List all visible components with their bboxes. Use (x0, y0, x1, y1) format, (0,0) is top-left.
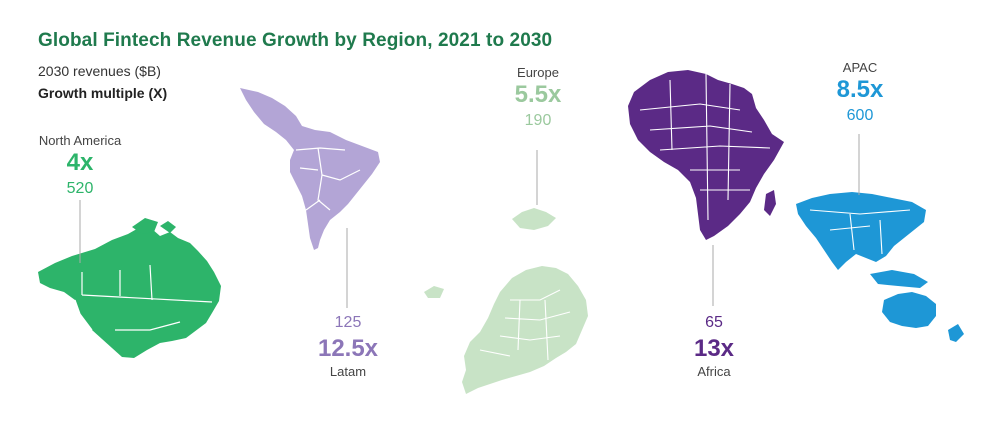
europe-name: Europe (517, 65, 559, 80)
north-america-label: North America 4x 520 (20, 133, 140, 200)
apac-name: APAC (842, 60, 878, 75)
apac-revenue: 600 (846, 107, 874, 124)
africa-label: 65 13x Africa (666, 312, 762, 379)
legend-growth-label: Growth multiple (X) (38, 85, 168, 101)
north-america-name: North America (38, 133, 122, 148)
latam-name: Latam (329, 364, 367, 379)
apac-label: APAC 8.5x 600 (812, 60, 908, 127)
apac-multiple: 8.5x (836, 76, 884, 103)
latam-shape (240, 88, 380, 250)
north-america-multiple: 4x (66, 149, 94, 176)
africa-revenue: 65 (705, 314, 723, 331)
africa-name: Africa (697, 364, 731, 379)
latam-revenue: 125 (334, 314, 362, 331)
apac-shape (796, 192, 964, 342)
chart-title: Global Fintech Revenue Growth by Region,… (38, 30, 553, 51)
north-america-revenue: 520 (66, 180, 94, 197)
europe-revenue: 190 (524, 112, 552, 129)
africa-shape (628, 70, 784, 240)
legend-revenue-label: 2030 revenues ($B) (38, 63, 161, 79)
latam-label: 125 12.5x Latam (300, 312, 396, 379)
north-america-shape (38, 218, 221, 358)
europe-label: Europe 5.5x 190 (490, 65, 586, 132)
africa-multiple: 13x (693, 335, 735, 362)
latam-multiple: 12.5x (317, 335, 379, 362)
europe-shape (424, 208, 588, 394)
europe-multiple: 5.5x (514, 81, 562, 108)
